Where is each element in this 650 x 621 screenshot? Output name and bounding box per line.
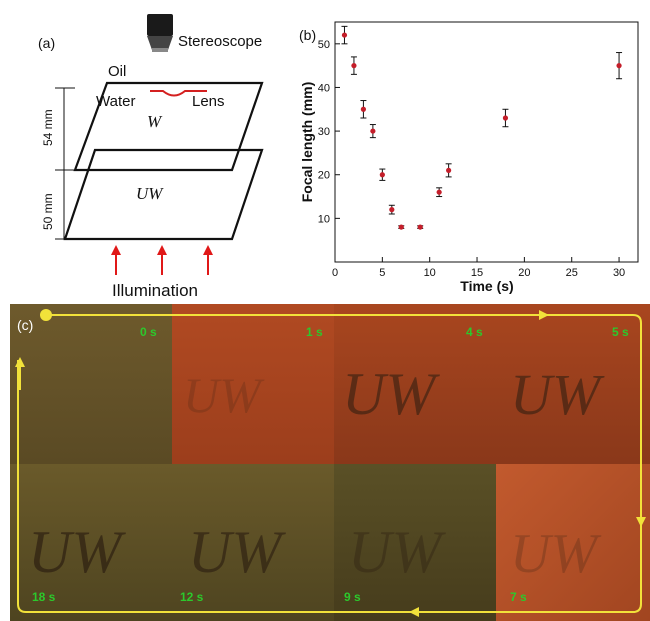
sequence-start-dot: [40, 309, 52, 321]
x-tick-label: 10: [424, 267, 436, 279]
dim-bottom-label: 50 mm: [41, 193, 55, 230]
timestamp-9s: 9 s: [344, 590, 361, 604]
w-label: W: [147, 112, 163, 131]
data-point: [389, 207, 395, 213]
uw-label: UW: [136, 184, 164, 203]
photo-5s: [496, 304, 650, 464]
data-point: [370, 128, 376, 134]
oil-label: Oil: [108, 63, 126, 80]
photo-1s: [172, 304, 334, 464]
chart-layer: 0 5 10 15 20 25 30 10 20 30 40 50: [318, 25, 625, 279]
panel-b: (b) 0 5 10 15 20 25 30 10 20 30 40 50 Focal length …: [299, 21, 639, 294]
data-point: [502, 115, 509, 121]
photo-7s: [496, 464, 650, 621]
lens-label: Lens: [192, 93, 225, 110]
x-tick-label: 30: [613, 267, 625, 279]
illumination-arrows: [111, 245, 213, 275]
data-point: [436, 189, 442, 195]
dim-top-label: 54 mm: [41, 109, 55, 146]
illumination-label: Illumination: [112, 281, 198, 300]
photo-12s: [172, 464, 334, 621]
y-tick-label: 20: [318, 170, 330, 182]
svg-text:UW: UW: [510, 362, 605, 427]
svg-text:UW: UW: [28, 519, 126, 585]
svg-text:UW: UW: [510, 523, 601, 585]
x-tick-label: 5: [379, 267, 385, 279]
timestamp-18s: 18 s: [32, 590, 56, 604]
x-tick-label: 20: [518, 267, 530, 279]
timestamp-12s: 12 s: [180, 590, 204, 604]
data-point: [360, 106, 367, 112]
data-point: [351, 63, 357, 69]
y-tick-label: 50: [318, 39, 330, 51]
panel-a: (a) Stereoscope Oil Water Lens W UW 54 m…: [38, 14, 264, 300]
water-label: Water: [96, 93, 135, 110]
data-point: [616, 63, 622, 69]
data-point: [341, 32, 348, 38]
timestamp-5s: 5 s: [612, 325, 629, 339]
panel-a-label: (a): [38, 35, 55, 51]
stereoscope-icon: [147, 14, 173, 52]
plot-frame: [334, 21, 639, 263]
svg-text:UW: UW: [183, 367, 265, 423]
stereoscope-label: Stereoscope: [178, 33, 262, 50]
uw-plate: [63, 148, 264, 241]
y-tick-label: 40: [318, 82, 330, 94]
x-tick-label: 25: [566, 267, 578, 279]
svg-text:UW: UW: [348, 519, 446, 585]
data-point: [446, 167, 452, 173]
lens-shape: [150, 90, 207, 97]
panel-c-label: (c): [17, 317, 33, 333]
data-point: [398, 224, 404, 230]
photo-18s: [10, 464, 172, 621]
panel-c: UW UW UW UW UW UW UW (c) 0 s 1 s 4 s 5 s…: [10, 304, 650, 621]
svg-text:UW: UW: [188, 519, 286, 585]
timestamp-0s: 0 s: [140, 325, 157, 339]
timestamp-7s: 7 s: [510, 590, 527, 604]
timestamp-4s: 4 s: [466, 325, 483, 339]
data-point: [379, 172, 385, 178]
sequence-path: [15, 310, 646, 617]
data-point: [417, 224, 423, 230]
y-tick-label: 10: [318, 213, 330, 225]
y-axis-label: Focal length (mm): [299, 82, 315, 203]
photo-4s: [334, 304, 496, 464]
panel-b-label: (b): [299, 27, 316, 43]
photo-9s: [334, 464, 496, 621]
svg-text:UW: UW: [342, 361, 440, 427]
x-axis-label: Time (s): [460, 278, 513, 294]
photo-0s: [10, 304, 172, 464]
photo-letters: UW UW UW UW UW UW UW: [28, 361, 605, 585]
y-tick-label: 30: [318, 126, 330, 138]
timestamp-1s: 1 s: [306, 325, 323, 339]
w-plate: [73, 81, 264, 172]
dimension-lines: [55, 87, 75, 240]
x-tick-label: 0: [332, 267, 338, 279]
x-tick-label: 15: [471, 267, 483, 279]
